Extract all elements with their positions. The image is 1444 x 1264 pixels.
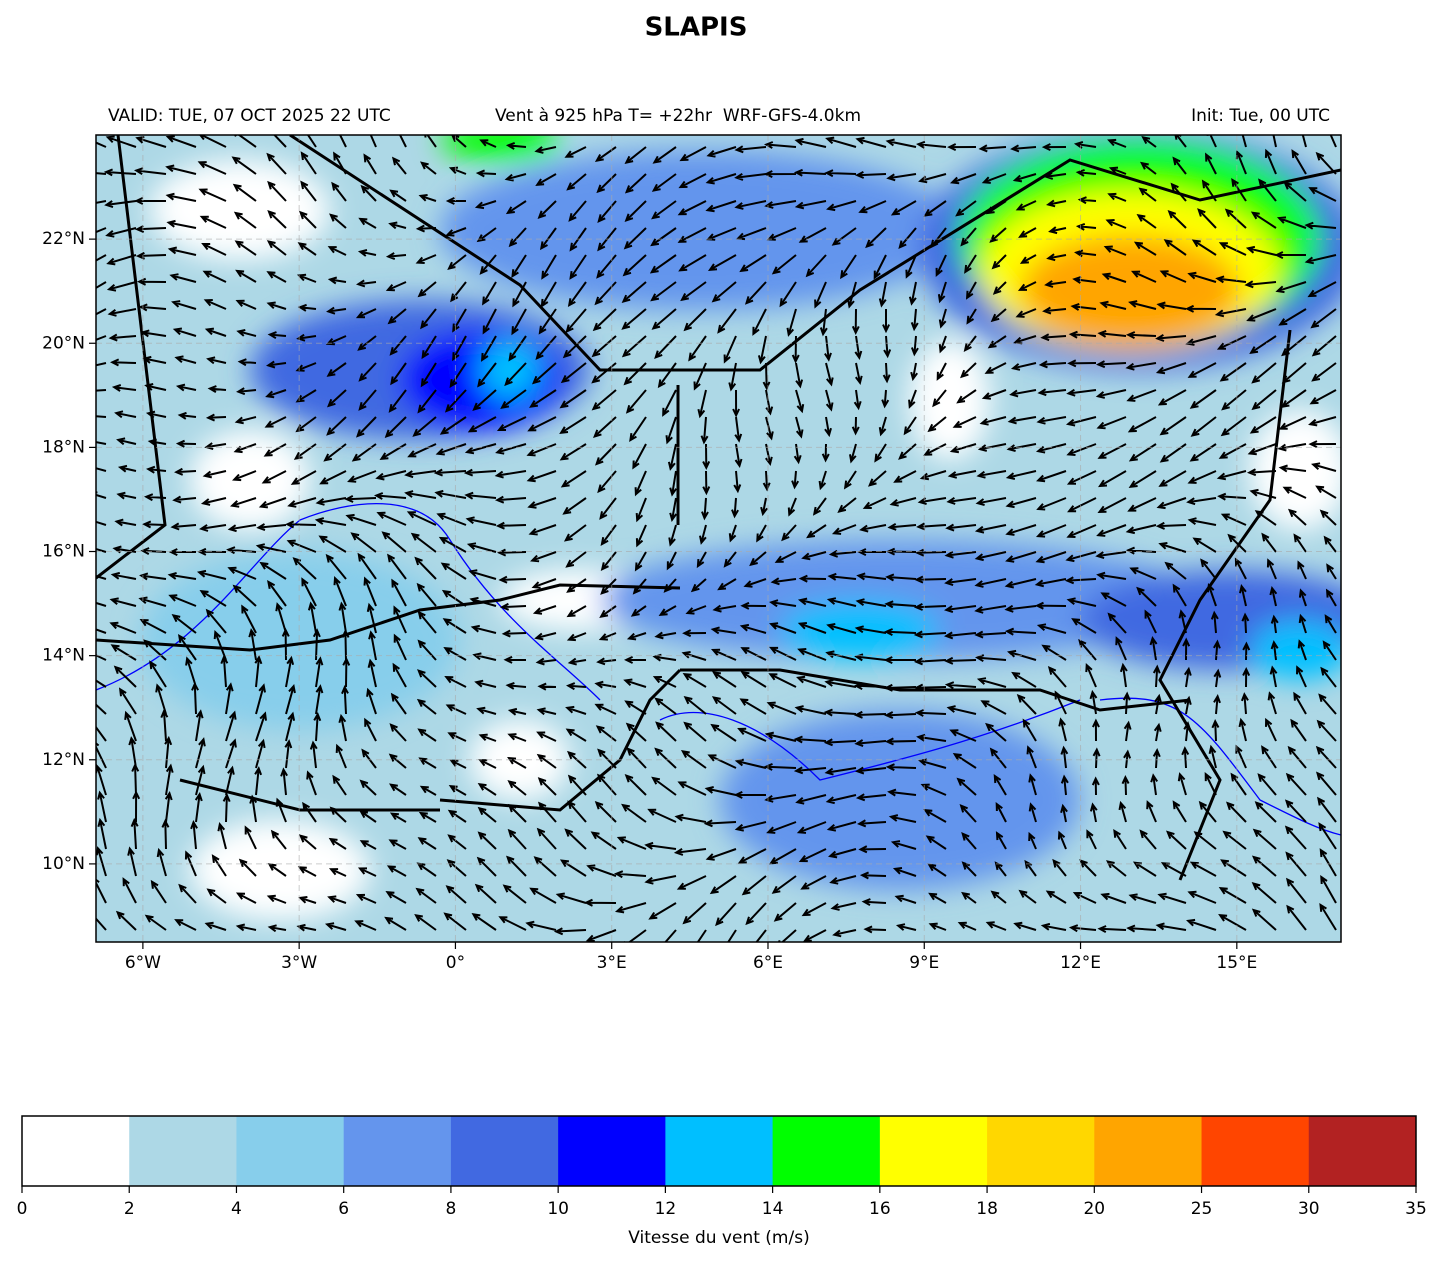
colorbar-bin [22,1116,130,1186]
colorbar-tick-label: 4 [231,1199,242,1219]
shade [190,820,370,920]
shade [190,430,310,530]
colorbar-bin [236,1116,345,1186]
colorbar-tick-label: 6 [338,1199,349,1219]
wind-arrows [96,135,1337,942]
colorbar-tick-label: 20 [1083,1199,1105,1219]
colorbar-bin [1201,1116,1310,1186]
colorbar-frame [21,1115,1417,1187]
colorbar-tick-label: 0 [17,1199,28,1219]
shade [480,340,540,400]
river [659,699,1081,781]
colorbar-tick-label: 25 [1191,1199,1213,1219]
map-field [96,135,1341,942]
x-tick-label: 15°E [1216,953,1257,973]
axis-ticks: 6°W 3°W 0° 3°E 6°E 9°E 12°E 15°E 10°N 12°N 14°N 16°… [42,229,1257,973]
colorbar-tick-label: 30 [1298,1199,1320,1219]
subtitle-center: Vent à 925 hPa T= +22hr WRF-GFS-4.0km [495,106,861,126]
x-tick-label: 0° [446,953,465,973]
figure-title: SLAPIS [645,13,748,43]
x-tick-label: 12°E [1060,953,1101,973]
border [179,778,440,812]
colorbar-bin [879,1116,988,1186]
map-frame [95,134,1342,943]
x-tick-label: 9°E [909,953,939,973]
x-tick-label: 6°W [125,953,161,973]
y-tick-label: 18°N [42,437,85,457]
colorbar-bin [1308,1116,1417,1186]
x-tick-label: 3°E [597,953,627,973]
shade [440,150,960,310]
y-tick-label: 16°N [42,542,85,562]
x-tick-label: 6°E [753,953,783,973]
border [96,583,681,652]
colorbar-label: Vitesse du vent (m/s) [628,1228,809,1248]
colorbar: 0 2 4 6 8 10 12 14 16 18 20 25 30 35 [17,1116,1427,1219]
colorbar-tick-label: 16 [869,1199,891,1219]
colorbar-bin [665,1116,774,1186]
shade [910,340,990,460]
y-tick-label: 10°N [42,854,85,874]
shade [140,550,460,730]
subtitle-left: VALID: TUE, 07 OCT 2025 22 UTC [108,106,391,126]
wind-shading [140,135,1341,920]
colorbar-tick-label: 14 [762,1199,784,1219]
y-tick-label: 12°N [42,750,85,770]
y-tick-label: 20°N [42,333,85,353]
colorbar-tick-label: 18 [976,1199,998,1219]
colorbar-tick-label: 35 [1405,1199,1427,1219]
shade [600,540,1200,660]
colorbar-tick-label: 2 [124,1199,135,1219]
shade [440,135,560,160]
shade [1250,620,1341,680]
colorbar-bin [1094,1116,1203,1186]
shade [1020,235,1240,345]
colorbar-bin [129,1116,237,1186]
shade [150,160,330,260]
border [680,668,1191,712]
colorbar-tick-label: 12 [655,1199,677,1219]
colorbar-bin [450,1116,559,1186]
subtitle-right: Init: Tue, 00 UTC [1191,106,1330,126]
colorbar-bin [343,1116,452,1186]
colorbar-tick-label: 10 [547,1199,569,1219]
x-tick-label: 3°W [281,953,317,973]
colorbar-bin [772,1116,881,1186]
grid [96,135,1341,942]
colorbar-bin [558,1116,666,1186]
colorbar-bin [987,1116,1095,1186]
river [1099,697,1341,836]
y-tick-label: 14°N [42,646,85,666]
shade [720,710,1080,890]
colorbar-tick-label: 8 [446,1199,457,1219]
y-tick-label: 22°N [42,229,85,249]
